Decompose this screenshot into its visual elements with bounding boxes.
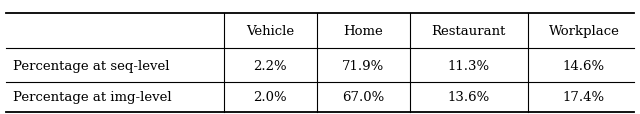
Text: Vehicle: Vehicle (246, 25, 294, 38)
Text: Percentage at img-level: Percentage at img-level (13, 90, 172, 103)
Text: 2.2%: 2.2% (253, 59, 287, 72)
Text: 13.6%: 13.6% (447, 90, 490, 103)
Text: Percentage at seq-level: Percentage at seq-level (13, 59, 170, 72)
Text: Workplace: Workplace (548, 25, 620, 38)
Text: Home: Home (343, 25, 383, 38)
Text: 14.6%: 14.6% (563, 59, 605, 72)
Text: Restaurant: Restaurant (431, 25, 506, 38)
Text: 67.0%: 67.0% (342, 90, 385, 103)
Text: 71.9%: 71.9% (342, 59, 385, 72)
Text: 17.4%: 17.4% (563, 90, 605, 103)
Text: 2.0%: 2.0% (253, 90, 287, 103)
Text: 11.3%: 11.3% (448, 59, 490, 72)
